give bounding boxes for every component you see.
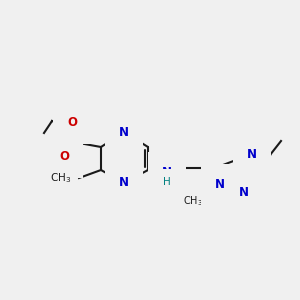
Text: N: N [239, 185, 249, 199]
Text: N: N [247, 148, 257, 160]
Text: CH$_3$: CH$_3$ [183, 194, 203, 208]
Text: N: N [119, 125, 129, 139]
Text: CH$_3$: CH$_3$ [50, 171, 71, 185]
Text: H: H [163, 177, 171, 187]
Text: O: O [59, 151, 69, 164]
Text: N: N [117, 124, 127, 137]
Text: N: N [239, 185, 249, 199]
Text: N: N [215, 178, 225, 191]
Text: H: H [163, 177, 171, 187]
Text: CH$_3$: CH$_3$ [50, 171, 71, 185]
Text: N: N [117, 178, 127, 190]
Text: N: N [162, 167, 172, 179]
Text: N: N [215, 178, 225, 191]
Text: O: O [67, 116, 77, 130]
Text: N: N [119, 176, 129, 190]
Text: N: N [162, 167, 172, 179]
Text: O: O [67, 116, 77, 130]
Text: N: N [247, 148, 257, 160]
Text: O: O [59, 151, 69, 164]
